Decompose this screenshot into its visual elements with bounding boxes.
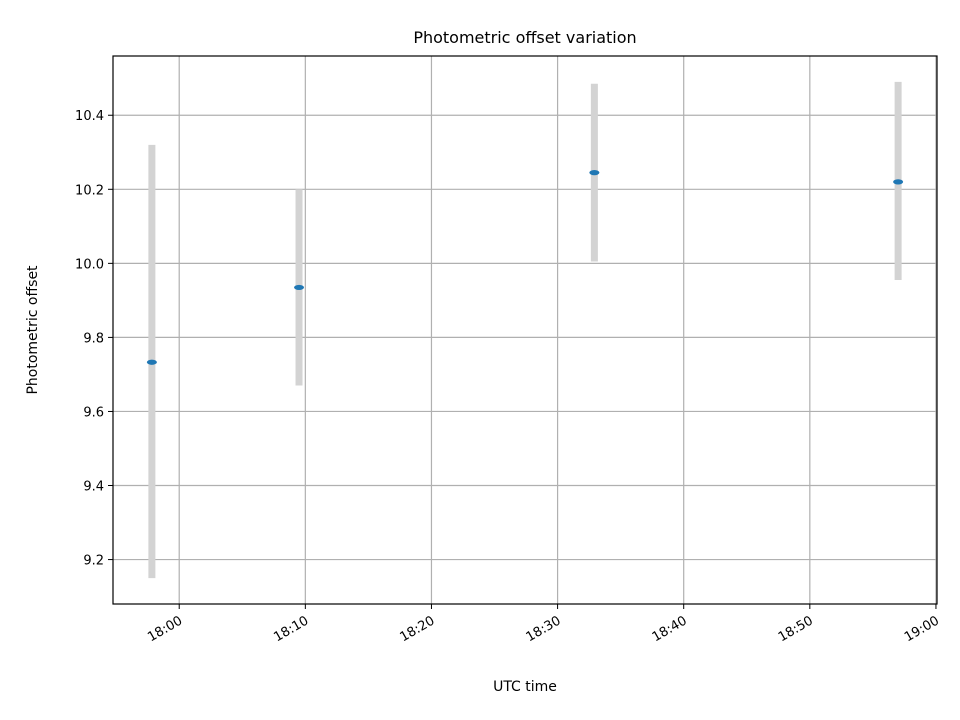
y-tick-label: 9.8 (83, 331, 104, 346)
x-axis-title: UTC time (493, 679, 557, 695)
y-axis-title: Photometric offset (25, 265, 41, 395)
data-point (893, 179, 904, 185)
y-tick-label: 9.4 (83, 480, 104, 495)
data-point (146, 359, 157, 365)
data-point (589, 170, 600, 176)
plot-frame (112, 55, 938, 605)
y-tick-label: 9.6 (83, 405, 104, 420)
y-tick-label: 10.0 (75, 257, 104, 272)
grid-lines (113, 56, 937, 604)
data-point (294, 284, 305, 291)
data-points (146, 170, 904, 365)
y-tick-label: 9.2 (83, 554, 104, 569)
y-tick-label: 10.4 (75, 109, 104, 124)
y-tick-label: 10.2 (75, 183, 104, 198)
chart-title: Photometric offset variation (413, 28, 636, 47)
